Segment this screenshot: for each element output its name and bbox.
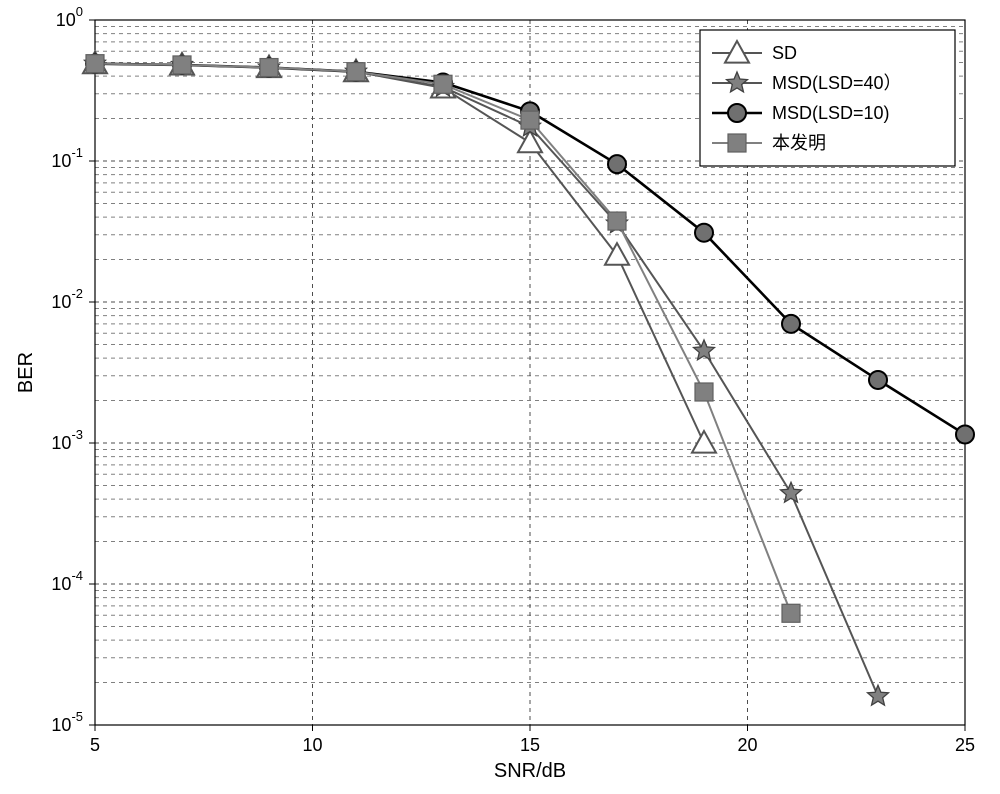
- marker-square: [86, 55, 104, 73]
- marker-circle: [608, 155, 626, 173]
- legend-label: 本发明: [772, 133, 826, 153]
- marker-square: [608, 212, 626, 230]
- marker-square: [695, 383, 713, 401]
- marker-square: [260, 59, 278, 77]
- x-tick-label: 20: [737, 735, 757, 755]
- legend: SD MSD(LSD=40） MSD(LSD=10) 本发明: [700, 30, 955, 166]
- marker-square: [782, 604, 800, 622]
- marker-circle: [695, 224, 713, 242]
- x-tick-label: 25: [955, 735, 975, 755]
- y-axis-label: BER: [15, 352, 37, 393]
- x-tick-label: 5: [90, 735, 100, 755]
- marker-square: [521, 111, 539, 129]
- x-tick-label: 10: [302, 735, 322, 755]
- marker-circle: [728, 104, 746, 122]
- legend-label: MSD(LSD=10): [772, 103, 890, 123]
- marker-square: [347, 63, 365, 81]
- marker-circle: [869, 371, 887, 389]
- marker-circle: [782, 315, 800, 333]
- chart-svg: 510152025SNR/dB10-510-410-310-210-1100BE…: [0, 0, 1000, 794]
- marker-square: [173, 56, 191, 74]
- x-axis-label: SNR/dB: [494, 760, 566, 782]
- legend-label: MSD(LSD=40）: [772, 73, 902, 93]
- marker-circle: [956, 425, 974, 443]
- legend-label: SD: [772, 43, 797, 63]
- marker-square: [434, 75, 452, 93]
- x-tick-label: 15: [520, 735, 540, 755]
- ber-vs-snr-chart: 510152025SNR/dB10-510-410-310-210-1100BE…: [0, 0, 1000, 794]
- marker-square: [728, 134, 746, 152]
